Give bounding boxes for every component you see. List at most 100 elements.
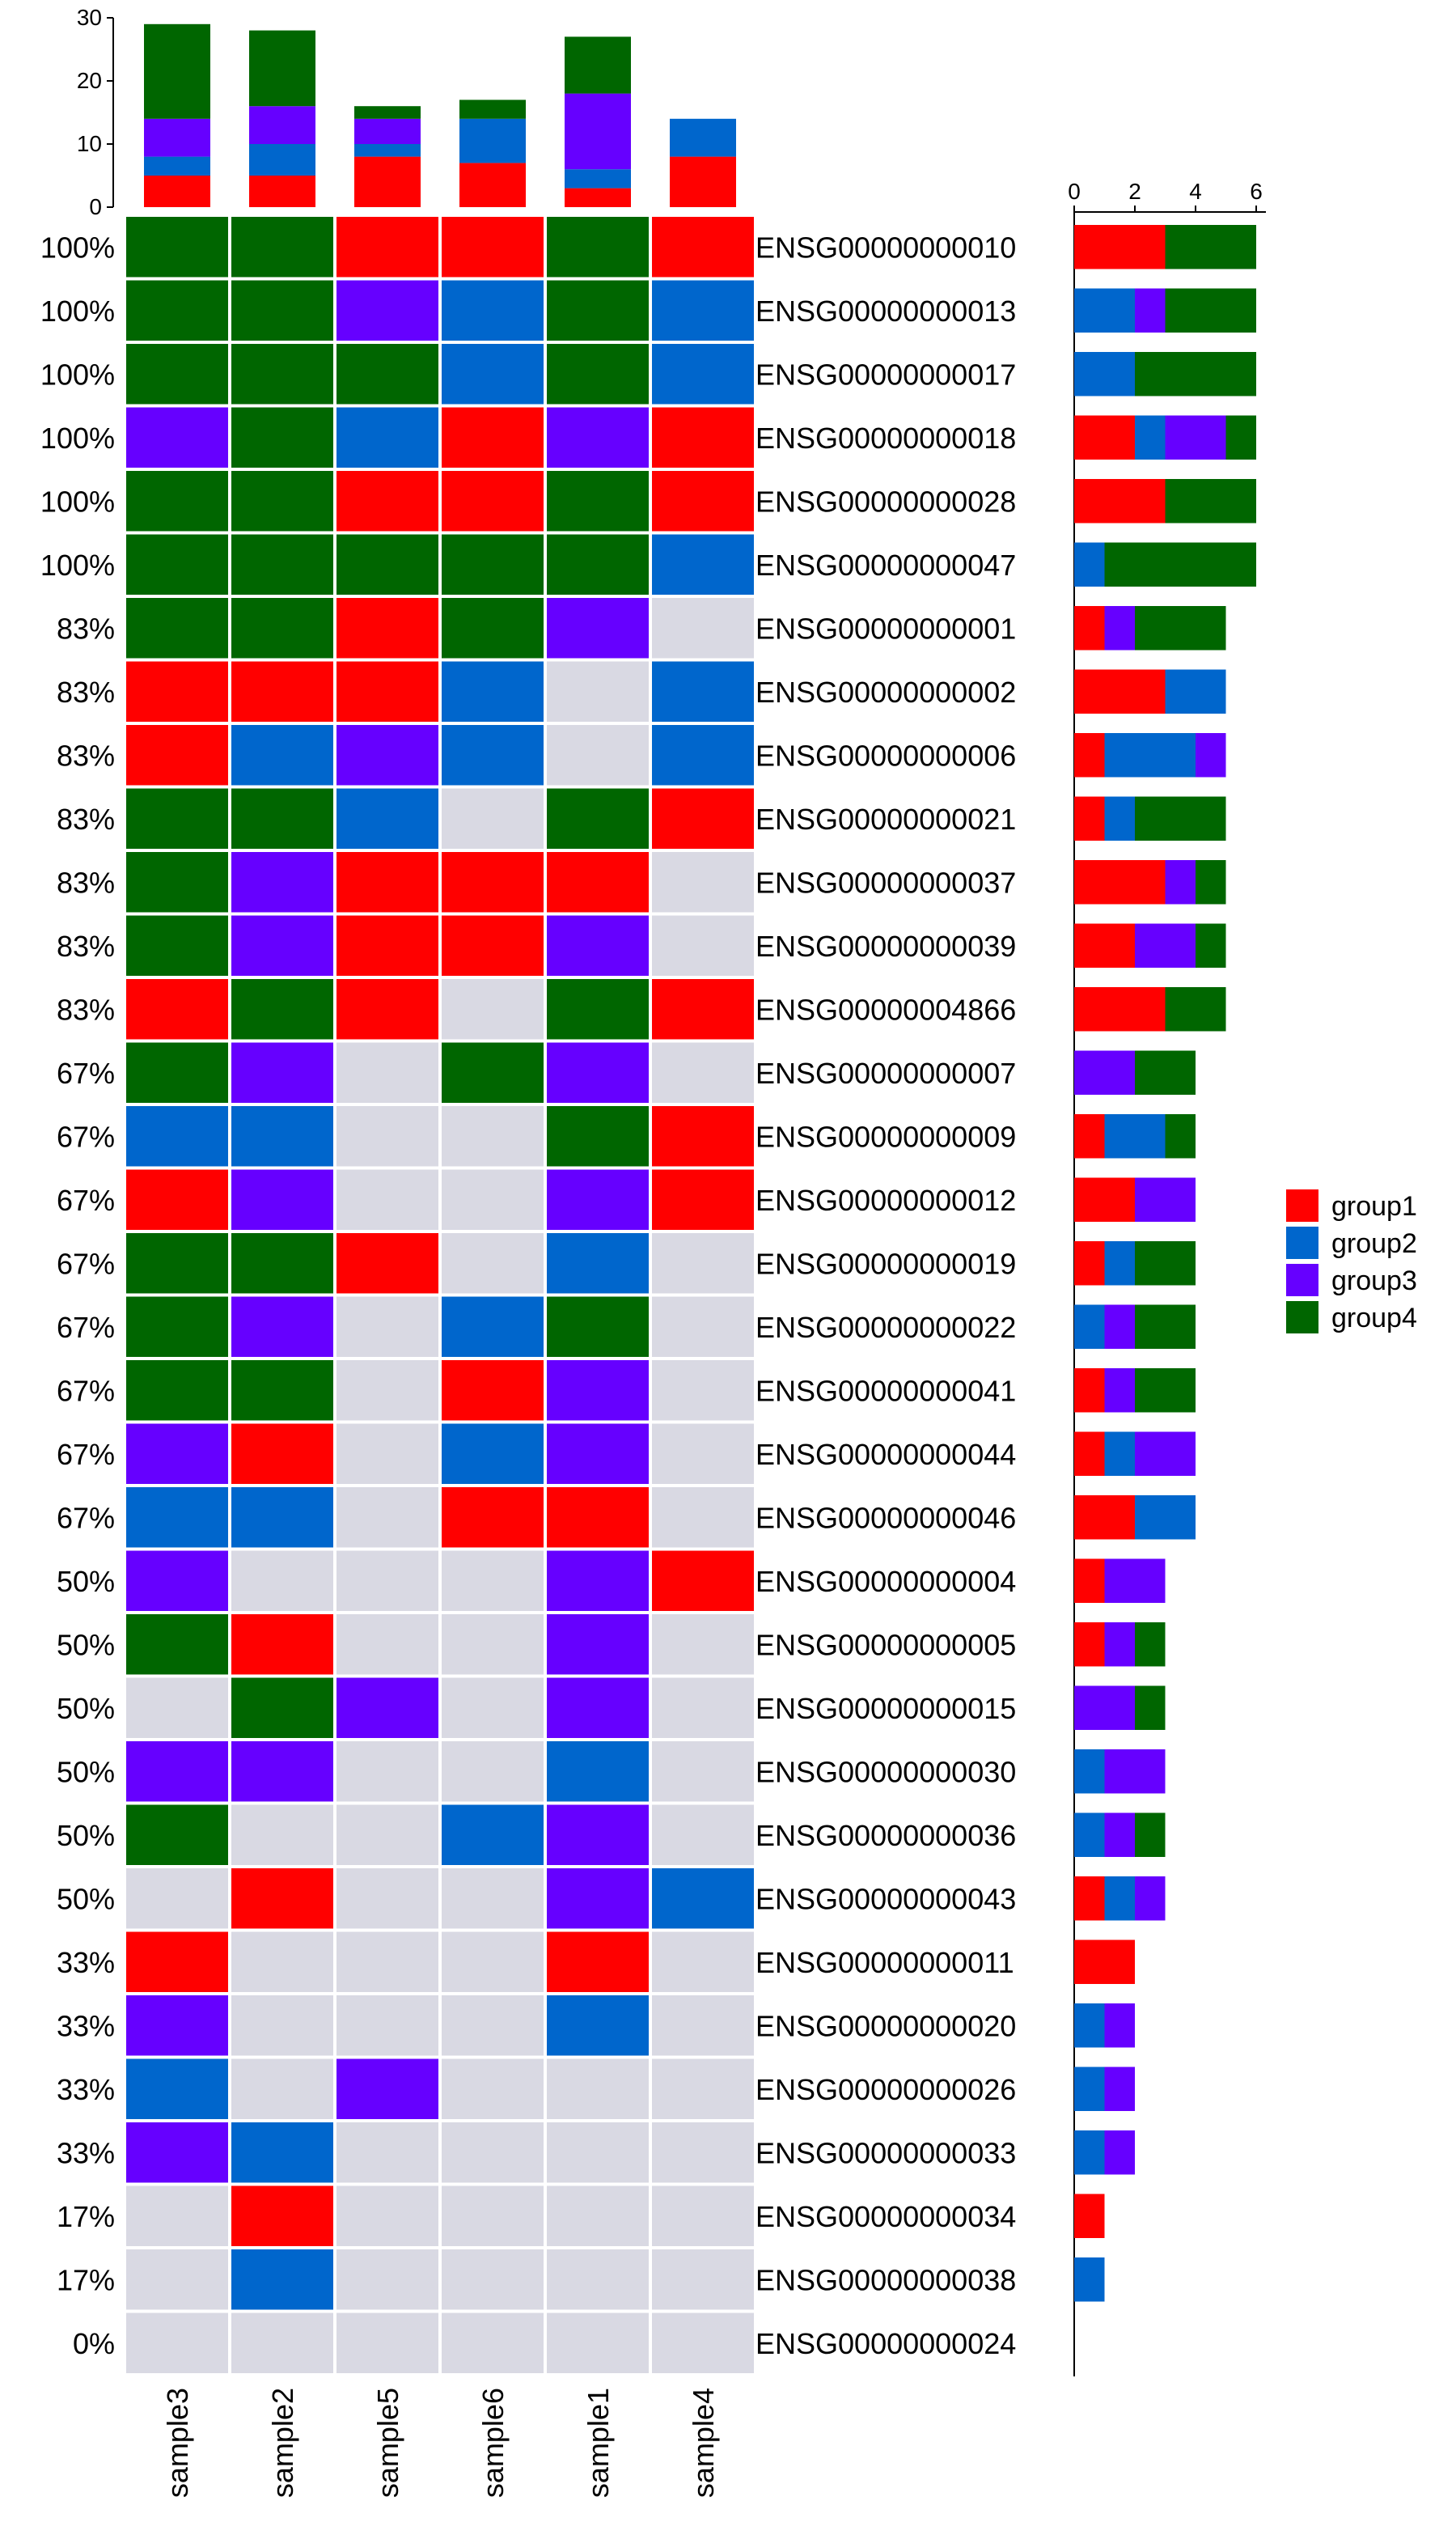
top-bar-segment-group1 xyxy=(354,156,421,207)
heatmap-cell xyxy=(547,217,649,278)
heatmap-cell xyxy=(547,344,649,405)
top-bar-segment-group2 xyxy=(354,144,421,157)
row-percent-label: 67% xyxy=(57,1374,115,1407)
heatmap-cell xyxy=(547,1741,649,1802)
heatmap-cell xyxy=(231,1614,333,1675)
heatmap-cell xyxy=(231,1106,333,1167)
heatmap-cell xyxy=(547,1550,649,1611)
top-bar-segment-group1 xyxy=(565,188,631,207)
heatmap-cell xyxy=(652,1614,754,1675)
heatmap-cell xyxy=(336,1931,438,1992)
heatmap-cell xyxy=(336,1487,438,1548)
heatmap-cell xyxy=(231,2185,333,2246)
heatmap-cell xyxy=(231,471,333,532)
top-bar-segment-group4 xyxy=(459,100,526,119)
top-bar-segment-group4 xyxy=(249,30,315,107)
row-percent-label: 33% xyxy=(57,2073,115,2106)
heatmap-cell xyxy=(336,1360,438,1421)
gene-label: ENSG00000000019 xyxy=(756,1247,1016,1280)
heatmap-cell xyxy=(442,915,544,976)
heatmap-cell xyxy=(547,1360,649,1421)
heatmap-cell xyxy=(547,979,649,1040)
heatmap-cell xyxy=(336,1677,438,1738)
heatmap-cell xyxy=(652,471,754,532)
top-bar-segment-group2 xyxy=(144,156,210,176)
heatmap-cell xyxy=(652,1042,754,1103)
heatmap-cell xyxy=(336,1296,438,1357)
heatmap-cell xyxy=(547,1995,649,2056)
right-bar-segment-group3 xyxy=(1196,733,1226,778)
legend-swatch-group4 xyxy=(1286,1301,1318,1333)
heatmap-cell xyxy=(442,661,544,722)
gene-label: ENSG00000000036 xyxy=(756,1819,1016,1852)
heatmap-cell xyxy=(336,725,438,786)
right-bar-segment-group3 xyxy=(1104,2067,1135,2111)
gene-label: ENSG00000000002 xyxy=(756,676,1016,709)
heatmap-cell xyxy=(652,725,754,786)
top-bar-segment-group3 xyxy=(354,118,421,144)
heatmap-cell xyxy=(336,1042,438,1103)
gene-label: ENSG00000000020 xyxy=(756,2009,1016,2042)
heatmap-cell xyxy=(547,407,649,468)
heatmap-cell xyxy=(231,1550,333,1611)
right-bar-segment-group2 xyxy=(1165,669,1226,714)
heatmap-cell xyxy=(336,344,438,405)
heatmap-cell xyxy=(652,1169,754,1230)
legend-swatch-group3 xyxy=(1286,1264,1318,1296)
heatmap-cell xyxy=(231,1995,333,2056)
row-percent-label: 100% xyxy=(40,549,115,582)
heatmap-cell xyxy=(231,1042,333,1103)
row-percent-label: 17% xyxy=(57,2263,115,2296)
heatmap-cell xyxy=(126,1423,228,1484)
top-bar-segment-group2 xyxy=(565,169,631,189)
heatmap-cell xyxy=(442,598,544,659)
heatmap-cell xyxy=(442,1296,544,1357)
row-percent-label: 33% xyxy=(57,2009,115,2042)
right-bar-segment-group1 xyxy=(1074,1876,1105,1921)
right-bar-segment-group4 xyxy=(1135,796,1226,841)
heatmap-cell xyxy=(231,788,333,849)
heatmap-cell xyxy=(652,1423,754,1484)
gene-label: ENSG00000000015 xyxy=(756,1692,1016,1725)
heatmap-cell xyxy=(336,1423,438,1484)
heatmap-cell xyxy=(336,2185,438,2246)
heatmap-cell xyxy=(652,1360,754,1421)
heatmap-cell xyxy=(652,598,754,659)
heatmap-cell xyxy=(442,1360,544,1421)
heatmap-cell xyxy=(442,2312,544,2373)
heatmap-cell xyxy=(547,2058,649,2119)
heatmap-cell xyxy=(231,2249,333,2310)
heatmap-cell xyxy=(442,534,544,595)
gene-label: ENSG00000000021 xyxy=(756,803,1016,836)
heatmap-cell xyxy=(652,2122,754,2183)
row-percent-label: 83% xyxy=(57,676,115,709)
top-y-tick-label: 0 xyxy=(89,194,102,219)
right-bar-segment-group4 xyxy=(1165,1114,1196,1159)
row-percent-label: 67% xyxy=(57,1501,115,1534)
gene-label: ENSG00000000041 xyxy=(756,1374,1016,1407)
gene-label: ENSG00000000012 xyxy=(756,1184,1016,1217)
heatmap-cell xyxy=(126,788,228,849)
right-bar-segment-group4 xyxy=(1135,1685,1166,1730)
heatmap-cell xyxy=(547,788,649,849)
heatmap-cell xyxy=(231,344,333,405)
right-bar-segment-group1 xyxy=(1074,606,1105,651)
gene-label: ENSG00000000017 xyxy=(756,358,1016,391)
gene-label: ENSG00000000033 xyxy=(756,2136,1016,2169)
right-bar-segment-group2 xyxy=(1104,1431,1135,1476)
gene-label: ENSG00000000013 xyxy=(756,295,1016,328)
right-stacked-bar-chart: 0 2 4 6 xyxy=(1068,179,1266,2376)
heatmap-cell xyxy=(442,1423,544,1484)
row-percent-label: 33% xyxy=(57,1946,115,1979)
row-percent-label: 50% xyxy=(57,1819,115,1852)
right-bar-segment-group2 xyxy=(1104,796,1135,841)
gene-label: ENSG00000000022 xyxy=(756,1311,1016,1344)
right-bar-segment-group1 xyxy=(1074,796,1105,841)
heatmap-cell xyxy=(231,2312,333,2373)
heatmap-cell xyxy=(442,407,544,468)
heatmap-cell xyxy=(126,1487,228,1548)
heatmap-cell xyxy=(547,471,649,532)
heatmap-cell xyxy=(547,1804,649,1865)
heatmap-cell xyxy=(336,1995,438,2056)
heatmap-cell xyxy=(547,534,649,595)
